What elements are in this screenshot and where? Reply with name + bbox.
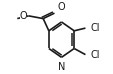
Text: N: N <box>57 62 65 72</box>
Text: Cl: Cl <box>90 23 99 33</box>
Text: Cl: Cl <box>90 50 99 60</box>
Text: O: O <box>57 2 64 12</box>
Text: O: O <box>20 11 27 20</box>
